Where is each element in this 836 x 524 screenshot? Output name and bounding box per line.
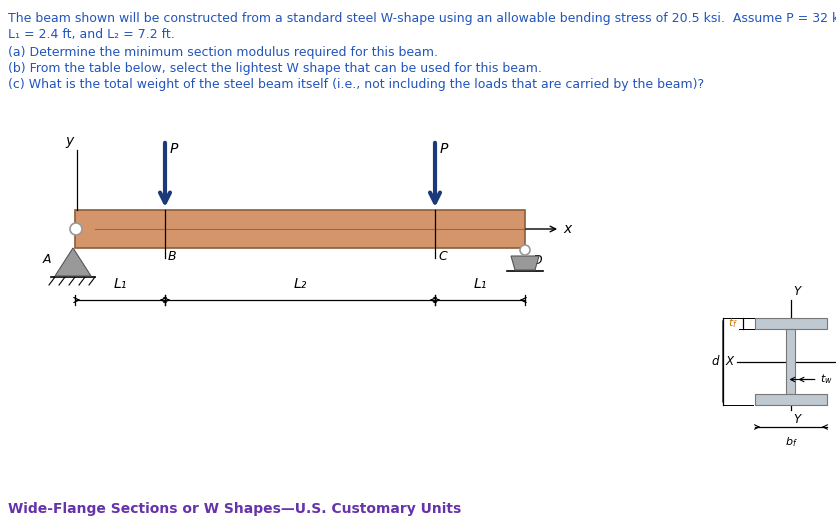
Text: Wide-Flange Sections or W Shapes—U.S. Customary Units: Wide-Flange Sections or W Shapes—U.S. Cu…: [8, 502, 461, 516]
Text: (c) What is the total weight of the steel beam itself (i.e., not including the l: (c) What is the total weight of the stee…: [8, 78, 703, 91]
Text: x: x: [563, 222, 570, 236]
Text: L₂: L₂: [293, 277, 306, 291]
Text: Y: Y: [792, 413, 799, 426]
Bar: [754, 318, 826, 329]
Text: $t_w$: $t_w$: [819, 373, 832, 386]
Text: P: P: [170, 142, 178, 156]
Bar: [786, 329, 794, 394]
Text: L₁: L₁: [113, 277, 126, 291]
Polygon shape: [55, 248, 91, 276]
Bar: [754, 394, 826, 405]
Text: $b_f$: $b_f$: [783, 435, 797, 449]
Text: (a) Determine the minimum section modulus required for this beam.: (a) Determine the minimum section modulu…: [8, 46, 437, 59]
Polygon shape: [511, 256, 538, 270]
Text: (b) From the table below, select the lightest W shape that can be used for this : (b) From the table below, select the lig…: [8, 62, 541, 75]
Text: P: P: [440, 142, 448, 156]
Text: L₁: L₁: [472, 277, 486, 291]
Text: Y: Y: [792, 285, 799, 298]
Text: B: B: [168, 250, 176, 263]
Text: $t_f$: $t_f$: [727, 316, 737, 331]
Circle shape: [519, 245, 529, 255]
Text: A: A: [43, 253, 51, 266]
Text: X: X: [725, 355, 733, 368]
Circle shape: [70, 223, 82, 235]
Bar: [75, 210, 524, 248]
Text: y: y: [65, 134, 73, 148]
Text: L₁ = 2.4 ft, and L₂ = 7.2 ft.: L₁ = 2.4 ft, and L₂ = 7.2 ft.: [8, 28, 175, 41]
Text: C: C: [437, 250, 446, 263]
Text: D: D: [533, 254, 542, 267]
Text: d: d: [711, 355, 718, 368]
Text: The beam shown will be constructed from a standard steel W-shape using an allowa: The beam shown will be constructed from …: [8, 12, 836, 25]
